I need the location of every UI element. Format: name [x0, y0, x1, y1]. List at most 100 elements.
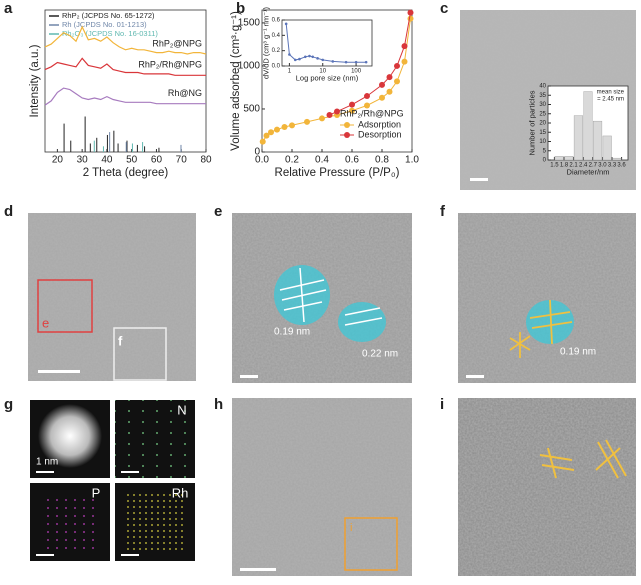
lattice-fringes: [509, 299, 573, 358]
point: [319, 115, 325, 122]
panel-label: e: [214, 203, 222, 220]
point: [289, 122, 295, 129]
plot-frame: [261, 9, 413, 153]
lattice-fringes: [279, 267, 383, 326]
point: [298, 57, 301, 61]
scale-bar: [38, 370, 80, 373]
y-tick-label: 25: [539, 111, 546, 117]
legend-marker: [344, 132, 350, 138]
x-tick-label: 50: [126, 155, 138, 166]
point: [263, 132, 270, 139]
x-tick-label: 1: [288, 68, 292, 74]
bar: [564, 156, 574, 161]
legend-marker: [344, 122, 350, 128]
series-label: RhP₂@NPG: [152, 38, 202, 48]
bar: [602, 135, 612, 161]
x-tick-label: 100: [351, 68, 362, 74]
lattice-fringes: [539, 439, 627, 479]
y-tick-label: 0.2: [272, 48, 281, 54]
spacing-label: 0.22 nm: [362, 349, 398, 360]
x-tick-label: 2.7: [589, 162, 598, 168]
hrtem-texture: [458, 213, 636, 383]
scale-bar: [121, 471, 139, 473]
point: [364, 102, 370, 109]
point: [379, 81, 385, 88]
point: [316, 57, 319, 60]
map-dots: [45, 495, 100, 550]
scale-bar: [466, 375, 484, 378]
point: [304, 118, 310, 125]
y-tick-label: 1500: [238, 18, 261, 29]
point: [304, 55, 307, 59]
y-axis-label: dV/dD (cm³ g⁻¹ nm⁻¹): [261, 6, 270, 79]
annotation: = 2.45 nm: [597, 97, 624, 103]
legend-label: Adsorption: [358, 119, 401, 129]
point: [274, 126, 280, 133]
point: [259, 138, 266, 145]
point: [364, 60, 368, 64]
zoom-box: [344, 517, 398, 571]
panel-label: i: [440, 396, 444, 413]
y-axis-label: Volume adsorbed (cm³·g⁻¹): [230, 11, 242, 151]
x-tick-label: 70: [176, 155, 188, 166]
point: [354, 60, 358, 64]
spacing-label: 0.19 nm: [274, 327, 310, 338]
x-tick-label: 2.1: [569, 162, 578, 168]
y-tick-label: 20: [539, 121, 546, 127]
y-tick-label: 1000: [238, 61, 261, 72]
scale-bar: [36, 554, 54, 556]
point: [344, 60, 348, 64]
point: [379, 94, 385, 101]
point: [401, 43, 408, 50]
y-tick-label: 10: [539, 139, 546, 145]
point: [268, 129, 274, 136]
panel-label: d: [4, 203, 13, 220]
point: [326, 111, 333, 118]
element-label: Rh: [172, 485, 189, 500]
y-axis-label: Number of particles: [527, 90, 536, 155]
series-label: Rh@NG: [168, 88, 202, 98]
point: [394, 78, 400, 85]
point: [349, 101, 355, 108]
point: [331, 60, 335, 63]
texts: a b c d e f g h i e f 0.19 nm 0.22 nm 0.…: [4, 0, 596, 534]
x-tick-label: 0.4: [315, 155, 329, 166]
tem-texture: [232, 398, 412, 576]
spacing-label: 0.19 nm: [560, 347, 596, 358]
legend-label: Rh (JCPDS No. 01-1213): [62, 20, 147, 29]
scale-bar: [240, 375, 258, 378]
particle: [38, 404, 102, 468]
scale-bar: [240, 568, 276, 571]
bar: [583, 91, 593, 161]
x-axis-label: Diameter/nm: [567, 168, 610, 177]
x-tick-label: 1.5: [550, 162, 559, 168]
point: [321, 58, 325, 62]
panel-label: b: [236, 0, 245, 17]
point: [386, 74, 393, 81]
panel-label: c: [440, 0, 448, 17]
scale-label: 1 nm: [36, 457, 58, 468]
x-tick-label: 0.8: [375, 155, 389, 166]
point: [293, 58, 297, 62]
point: [281, 124, 288, 131]
scale-bar: [36, 471, 54, 473]
lattice-particle: [526, 300, 574, 344]
series-label: RhP₂/Rh@NPG: [138, 60, 202, 70]
y-tick-label: 500: [243, 104, 260, 115]
zoom-box: [37, 279, 93, 333]
y-tick-label: 0.6: [272, 18, 281, 24]
x-tick-label: 0.6: [345, 155, 359, 166]
y-tick-label: 15: [539, 130, 546, 136]
point: [284, 22, 288, 26]
y-tick-label: 0: [254, 147, 260, 158]
point: [311, 55, 315, 59]
series-line: [44, 25, 207, 55]
map-dots: [115, 400, 195, 478]
point: [334, 108, 340, 115]
annotation: mean size: [597, 90, 625, 96]
legend-label: Rh₂O₃ (JCPDS No. 16-0311): [62, 29, 158, 38]
point: [386, 88, 393, 95]
scale-bar: [470, 178, 488, 181]
box-label: e: [42, 315, 49, 330]
